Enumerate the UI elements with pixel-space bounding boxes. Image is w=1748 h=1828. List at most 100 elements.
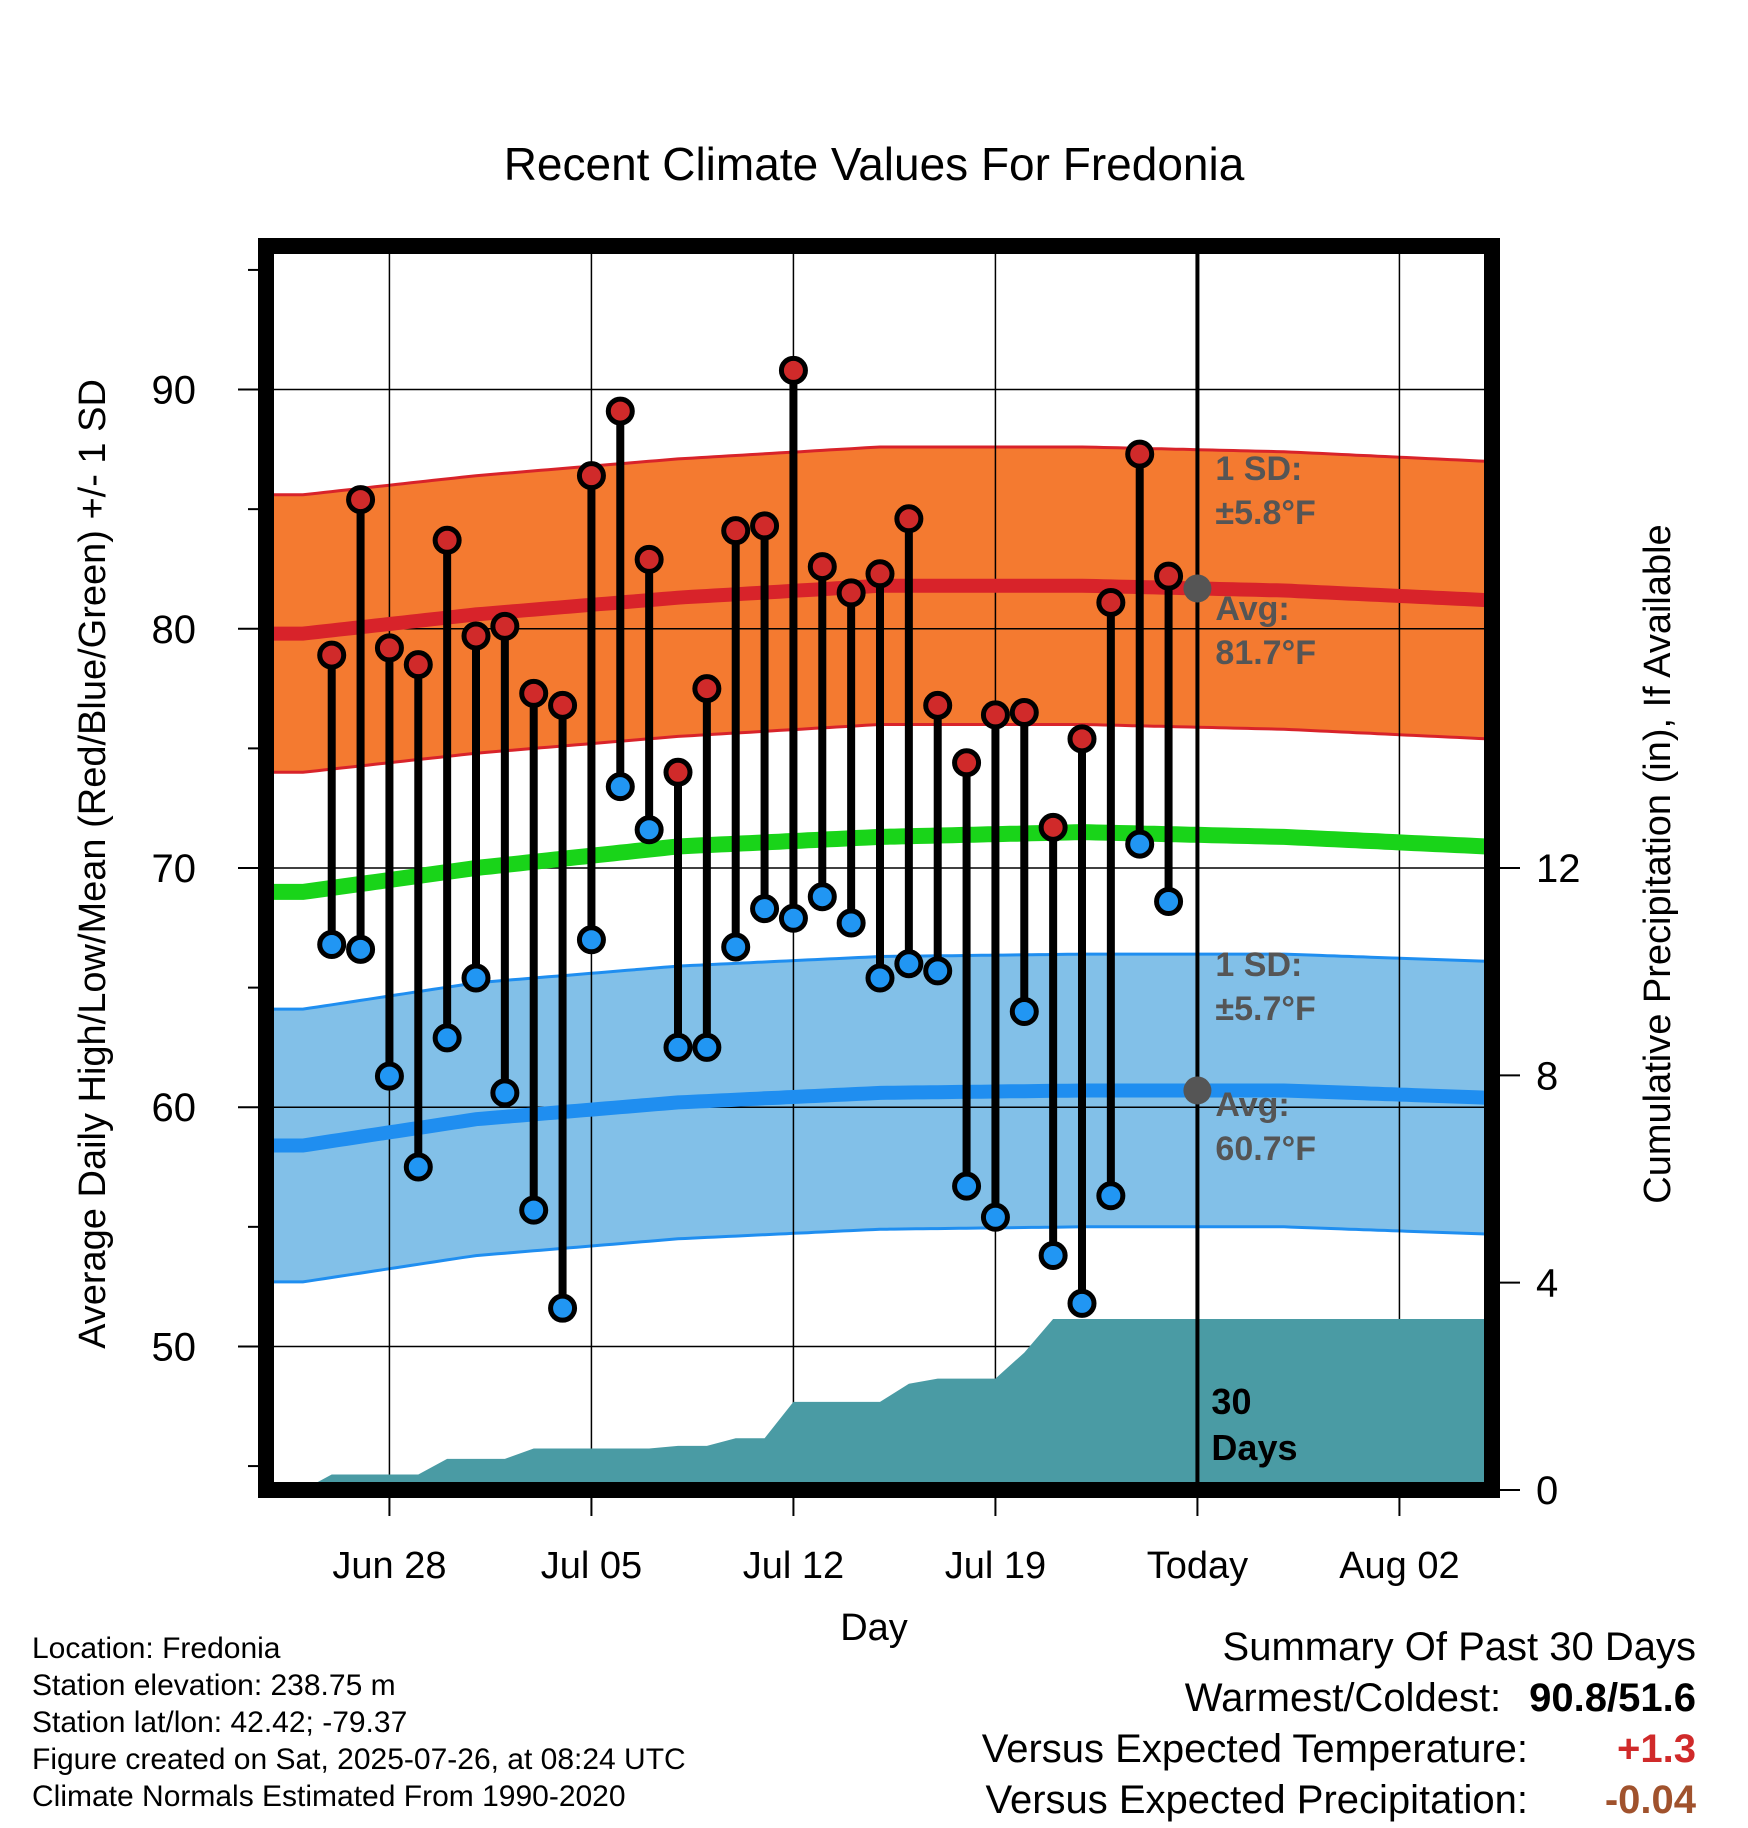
summary-warmest-row: Warmest/Coldest: 90.8/51.6: [982, 1673, 1696, 1724]
daily-low-point: [634, 815, 664, 845]
y2-tick-label: 4: [1536, 1262, 1558, 1306]
y2-tick-label: 0: [1536, 1469, 1558, 1513]
daily-low-point: [605, 772, 635, 802]
daily-low-point: [490, 1078, 520, 1108]
daily-high-point: [807, 552, 837, 582]
plot-area: 1 SD: ±5.8°F Avg: 81.7°F 1 SD: ±5.7°F Avg: 60.7…: [152, 238, 1581, 1587]
daily-low-point: [432, 1023, 462, 1053]
daily-low-point: [374, 1061, 404, 1091]
daily-low-point: [548, 1293, 578, 1323]
daily-low-point: [894, 949, 924, 979]
summary-title: Summary Of Past 30 Days: [1222, 1625, 1696, 1669]
x-tick-label: Jun 28: [332, 1545, 446, 1587]
days-count-word: Days: [1211, 1427, 1297, 1468]
daily-low-point: [519, 1195, 549, 1225]
daily-high-point: [865, 559, 895, 589]
daily-high-point: [576, 461, 606, 491]
precip-anomaly-value: -0.04: [1604, 1778, 1696, 1822]
low-band-lower-edge: [274, 1225, 1487, 1284]
daily-high-point: [1096, 587, 1126, 617]
daily-low-point: [1009, 997, 1039, 1027]
daily-high-point: [1154, 561, 1184, 591]
days-count-number: 30: [1211, 1381, 1251, 1422]
plot-frame: [258, 238, 1500, 1498]
daily-low-point: [807, 882, 837, 912]
precip-area: [302, 1319, 1486, 1490]
y2-tick-label: 12: [1536, 847, 1581, 891]
plot-clip-group: [266, 246, 1492, 1490]
y2-axis-label: Cumulative Precipitation (in), If Availa…: [1637, 524, 1679, 1203]
high-sd-label: 1 SD:: [1215, 450, 1302, 488]
x-tick-label: Jul 12: [743, 1545, 844, 1587]
daily-high-point: [750, 511, 780, 541]
y-tick-label: 50: [152, 1325, 197, 1369]
daily-high-point: [374, 633, 404, 663]
daily-low-point: [317, 930, 347, 960]
x-tick-label: Aug 02: [1339, 1545, 1459, 1587]
low-sd-label: 1 SD:: [1215, 946, 1302, 984]
y-tick-label: 80: [152, 608, 197, 652]
location-text: Location: Fredonia: [32, 1632, 281, 1665]
normals-text: Climate Normals Estimated From 1990-2020: [32, 1780, 626, 1813]
daily-high-point: [1038, 812, 1068, 842]
y-tick-label: 60: [152, 1086, 197, 1130]
daily-high-point: [692, 674, 722, 704]
daily-low-point: [692, 1032, 722, 1062]
daily-high-point: [317, 640, 347, 670]
high-band-upper-edge: [274, 445, 1487, 497]
today-avg-high-marker: [1183, 574, 1212, 603]
temp-anomaly-value: +1.3: [1617, 1727, 1696, 1771]
summary-precip-row: Versus Expected Precipitation: -0.04: [982, 1775, 1696, 1826]
warmest-label: Warmest/Coldest:: [1184, 1676, 1502, 1720]
daily-low-point: [980, 1202, 1010, 1232]
created-text: Figure created on Sat, 2025-07-26, at 08…: [32, 1743, 686, 1776]
station-info: Location: Fredonia Station elevation: 23…: [32, 1630, 686, 1815]
latlon-text: Station lat/lon: 42.42; -79.37: [32, 1706, 408, 1739]
high-sd-value: ±5.8°F: [1215, 494, 1315, 532]
avg-low-line: [274, 1083, 1487, 1153]
daily-low-point: [403, 1152, 433, 1182]
today-avg-low-marker: [1183, 1076, 1212, 1105]
summary-panel: Summary Of Past 30 Days Warmest/Coldest:…: [982, 1622, 1696, 1826]
daily-high-point: [952, 748, 982, 778]
daily-low-point: [346, 934, 376, 964]
daily-low-point: [865, 963, 895, 993]
daily-high-point: [778, 355, 808, 385]
daily-low-point: [1067, 1288, 1097, 1318]
daily-high-point: [634, 544, 664, 574]
daily-low-point: [1096, 1181, 1126, 1211]
daily-low-point: [1154, 886, 1184, 916]
daily-low-point: [461, 963, 491, 993]
low-sd-value: ±5.7°F: [1215, 990, 1315, 1028]
x-axis-label: Day: [840, 1607, 908, 1649]
daily-high-point: [1009, 698, 1039, 727]
precip-anomaly-label: Versus Expected Precipitation:: [985, 1778, 1528, 1822]
daily-high-point: [1125, 439, 1155, 469]
chart-title: Recent Climate Values For Fredonia: [504, 138, 1245, 190]
daily-low-point: [721, 932, 751, 962]
daily-high-point: [519, 678, 549, 708]
daily-low-point: [576, 925, 606, 955]
warmest-value: 90.8/51.6: [1529, 1676, 1696, 1720]
high-avg-label: Avg:: [1215, 590, 1289, 628]
low-avg-label: Avg:: [1215, 1086, 1289, 1124]
y-tick-label: 70: [152, 847, 197, 891]
y-tick-label: 90: [152, 369, 197, 413]
daily-high-point: [894, 504, 924, 534]
temp-anomaly-label: Versus Expected Temperature:: [981, 1727, 1528, 1771]
daily-low-point: [778, 903, 808, 933]
x-tick-label: Jul 19: [945, 1545, 1046, 1587]
daily-low-point: [1038, 1241, 1068, 1271]
daily-high-point: [836, 578, 866, 608]
daily-high-point: [980, 700, 1010, 730]
y-axis-label: Average Daily High/Low/Mean (Red/Blue/Gr…: [72, 379, 114, 1349]
x-tick-label: Jul 05: [541, 1545, 642, 1587]
daily-low-point: [952, 1171, 982, 1201]
daily-low-point: [1125, 829, 1155, 859]
daily-high-point: [923, 690, 953, 720]
daily-high-point: [490, 611, 520, 641]
daily-high-point: [403, 650, 433, 680]
low-avg-value: 60.7°F: [1215, 1130, 1316, 1168]
x-tick-label: Today: [1147, 1545, 1248, 1587]
